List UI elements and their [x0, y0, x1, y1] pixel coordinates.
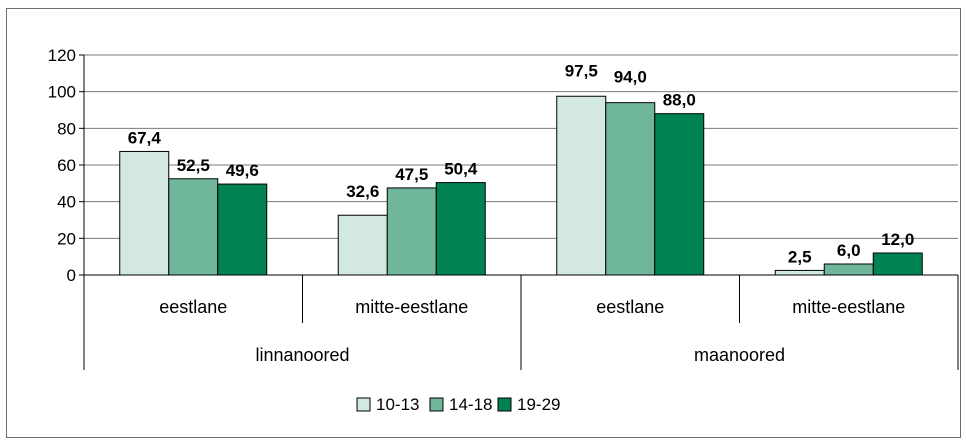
legend-swatch: [429, 397, 444, 412]
data-label: 32,6: [346, 182, 379, 201]
legend-label: 14-18: [449, 395, 492, 414]
y-tick-label: 60: [57, 156, 76, 175]
bar: [654, 113, 705, 276]
legend-label: 10-13: [376, 395, 419, 414]
data-label: 47,5: [395, 165, 428, 184]
bars-layer: [119, 95, 923, 276]
bar: [823, 263, 874, 276]
y-tick-label: 120: [48, 46, 76, 65]
data-label: 2,5: [788, 247, 812, 266]
category-label: eestlane: [596, 297, 664, 317]
y-tick-label: 100: [48, 83, 76, 102]
y-tick-label: 20: [57, 229, 76, 248]
bar: [386, 187, 437, 276]
category-label: eestlane: [159, 297, 227, 317]
bar: [337, 214, 388, 276]
bar: [168, 178, 219, 276]
bar: [605, 102, 656, 276]
y-tick-label: 40: [57, 193, 76, 212]
legend-label: 19-29: [517, 395, 560, 414]
bar: [774, 269, 825, 276]
data-label: 12,0: [881, 230, 914, 249]
data-label: 97,5: [565, 61, 598, 80]
data-label: 67,4: [128, 128, 162, 147]
bar: [217, 183, 268, 276]
legend-swatch: [356, 397, 371, 412]
bar: [119, 150, 170, 276]
group-label: maanoored: [694, 345, 785, 365]
data-label: 50,4: [444, 160, 478, 179]
axis-layer: [79, 54, 959, 370]
group-label: linnanoored: [255, 345, 349, 365]
legend-swatch: [497, 397, 512, 412]
y-tick-label: 0: [67, 266, 76, 285]
data-label: 49,6: [226, 161, 259, 180]
category-label: mitte-eestlane: [355, 297, 468, 317]
legend: 10-13 14-18 19-29: [356, 395, 560, 414]
labels-layer: 0 20 40 60 80 100 120 67,4 32,6 97,5 2,5 52,5 47,5 94…: [48, 46, 915, 365]
bar: [435, 182, 486, 276]
bar: [872, 252, 923, 276]
data-label: 52,5: [177, 156, 210, 175]
data-label: 88,0: [663, 91, 696, 110]
category-label: mitte-eestlane: [792, 297, 905, 317]
data-label: 94,0: [614, 68, 647, 87]
bar: [556, 95, 607, 276]
y-tick-label: 80: [57, 119, 76, 138]
data-label: 6,0: [837, 241, 861, 260]
